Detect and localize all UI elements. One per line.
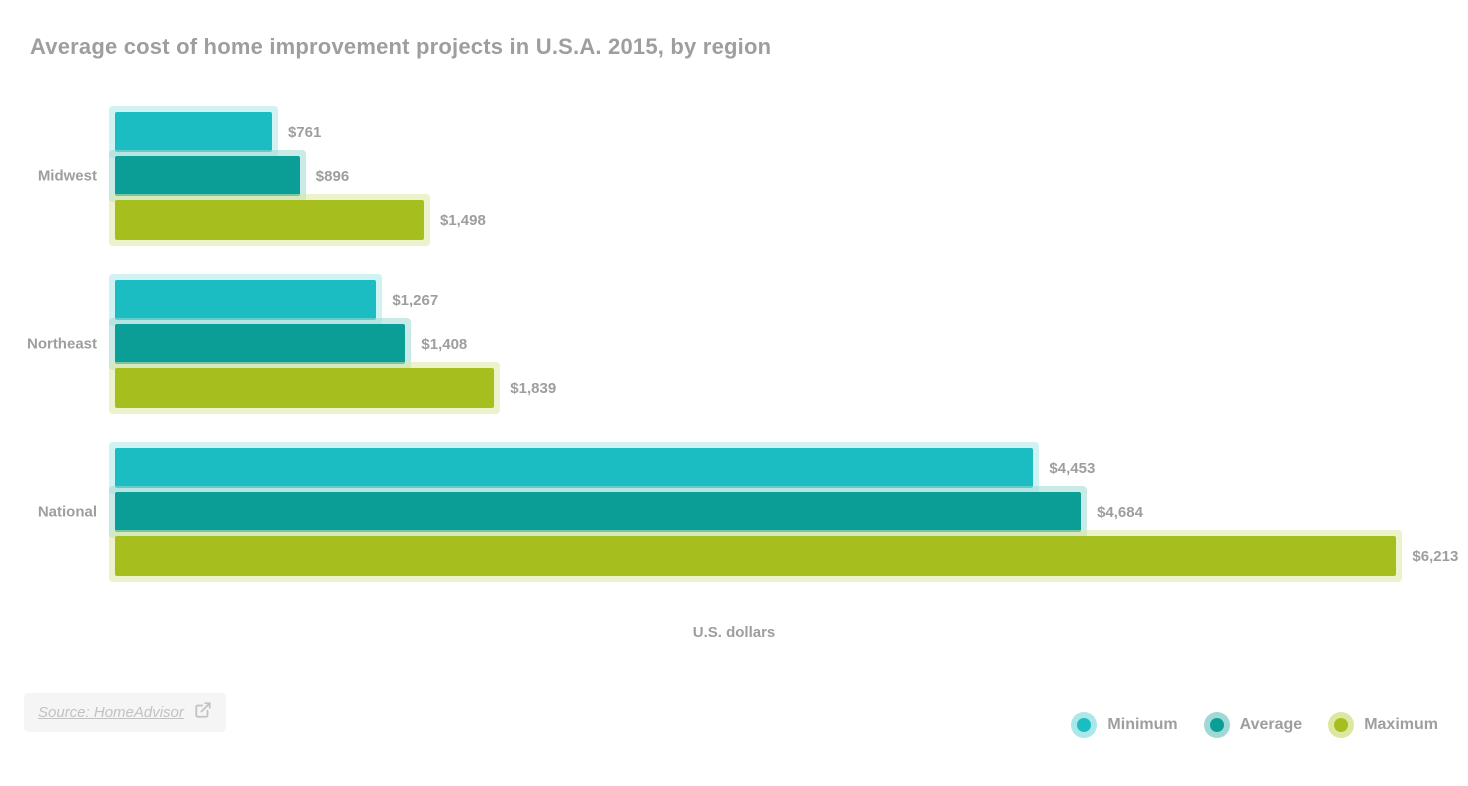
bar-value-label: $4,684 — [1097, 492, 1143, 532]
source-link[interactable]: Source: HomeAdvisor — [24, 693, 226, 732]
category-group: Northeast$1,267$1,408$1,839 — [115, 280, 1435, 408]
bar — [115, 280, 376, 320]
bar — [115, 536, 1396, 576]
legend-label: Minimum — [1107, 716, 1177, 734]
bar-wrap: $1,408 — [115, 324, 1435, 364]
bar-value-label: $1,498 — [440, 200, 486, 240]
plot-area: Midwest$761$896$1,498Northeast$1,267$1,4… — [115, 112, 1435, 604]
bar-value-label: $1,839 — [510, 368, 556, 408]
category-group: National$4,453$4,684$6,213 — [115, 448, 1435, 576]
bar-value-label: $761 — [288, 112, 321, 152]
bar-wrap: $1,498 — [115, 200, 1435, 240]
legend-swatch — [1204, 712, 1230, 738]
legend-swatch-inner — [1210, 718, 1224, 732]
bar-value-label: $1,267 — [392, 280, 438, 320]
bar-value-label: $6,213 — [1412, 536, 1458, 576]
bar-wrap: $6,213 — [115, 536, 1435, 576]
x-axis-title: U.S. dollars — [0, 624, 1468, 641]
external-link-icon — [194, 701, 212, 724]
legend-item[interactable]: Average — [1204, 712, 1303, 738]
legend-swatch — [1328, 712, 1354, 738]
legend-swatch-inner — [1077, 718, 1091, 732]
category-label: National — [0, 504, 115, 521]
category-label: Midwest — [0, 168, 115, 185]
chart-title: Average cost of home improvement project… — [30, 34, 771, 60]
bar — [115, 324, 405, 364]
legend-swatch — [1071, 712, 1097, 738]
bar-wrap: $4,684 — [115, 492, 1435, 532]
legend-item[interactable]: Minimum — [1071, 712, 1177, 738]
category-label: Northeast — [0, 336, 115, 353]
bar-value-label: $896 — [316, 156, 349, 196]
bar-value-label: $4,453 — [1049, 448, 1095, 488]
bar-wrap: $896 — [115, 156, 1435, 196]
legend-swatch-inner — [1334, 718, 1348, 732]
source-label: Source: HomeAdvisor — [38, 704, 184, 721]
legend-label: Maximum — [1364, 716, 1438, 734]
category-group: Midwest$761$896$1,498 — [115, 112, 1435, 240]
bar-wrap: $761 — [115, 112, 1435, 152]
bar-wrap: $1,267 — [115, 280, 1435, 320]
bar — [115, 492, 1081, 532]
bar — [115, 200, 424, 240]
legend-label: Average — [1240, 716, 1303, 734]
bar — [115, 156, 300, 196]
legend-item[interactable]: Maximum — [1328, 712, 1438, 738]
bar — [115, 112, 272, 152]
chart-container: Average cost of home improvement project… — [0, 0, 1468, 786]
bar-value-label: $1,408 — [421, 324, 467, 364]
bar-wrap: $4,453 — [115, 448, 1435, 488]
legend: Minimum Average Maximum — [1071, 712, 1438, 738]
bar-wrap: $1,839 — [115, 368, 1435, 408]
bar — [115, 448, 1033, 488]
bar — [115, 368, 494, 408]
